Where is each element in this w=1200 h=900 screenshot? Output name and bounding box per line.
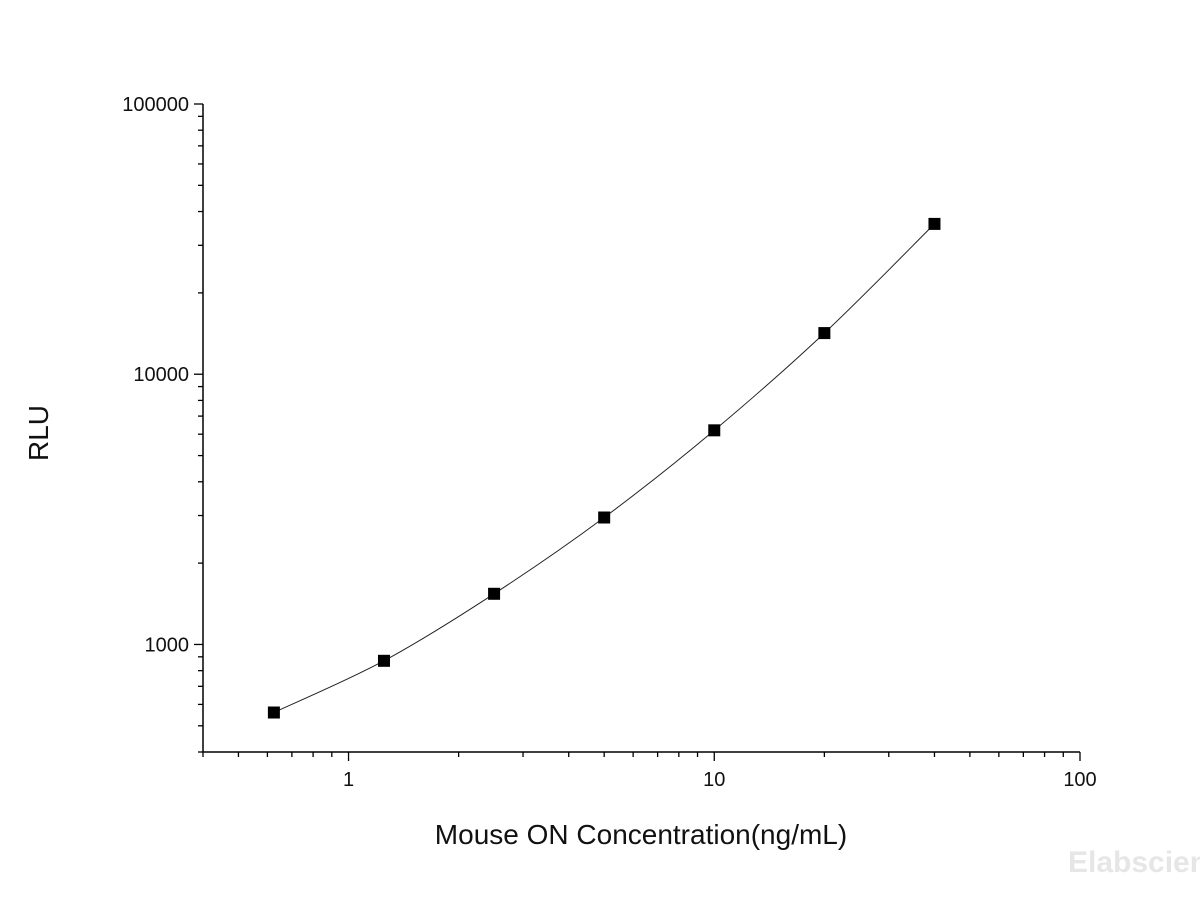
- data-point-marker: [267, 706, 280, 719]
- y-tick-label: 100000: [122, 94, 189, 116]
- fit-curve: [273, 223, 935, 713]
- fit-curve-layer: [273, 223, 935, 713]
- y-tick-label: 10000: [133, 364, 189, 386]
- x-axis-title: Mouse ON Concentration(ng/mL): [435, 819, 847, 850]
- axes: [194, 103, 1081, 761]
- data-point-marker: [708, 424, 721, 437]
- y-tick-label: 1000: [145, 634, 190, 656]
- data-point-marker: [377, 654, 390, 667]
- data-point-marker: [928, 217, 941, 230]
- y-axis-title: RLU: [23, 405, 54, 461]
- watermark-text: Elabscience: [1068, 846, 1200, 879]
- tick-labels: 1 10 100 1000 10000 100000: [122, 94, 1096, 791]
- x-tick-label: 1: [343, 769, 354, 791]
- data-point-marker: [818, 327, 831, 340]
- x-tick-label: 10: [703, 769, 725, 791]
- data-points: [267, 217, 941, 719]
- data-point-marker: [488, 587, 501, 600]
- x-tick-label: 100: [1063, 769, 1096, 791]
- data-point-marker: [598, 511, 611, 524]
